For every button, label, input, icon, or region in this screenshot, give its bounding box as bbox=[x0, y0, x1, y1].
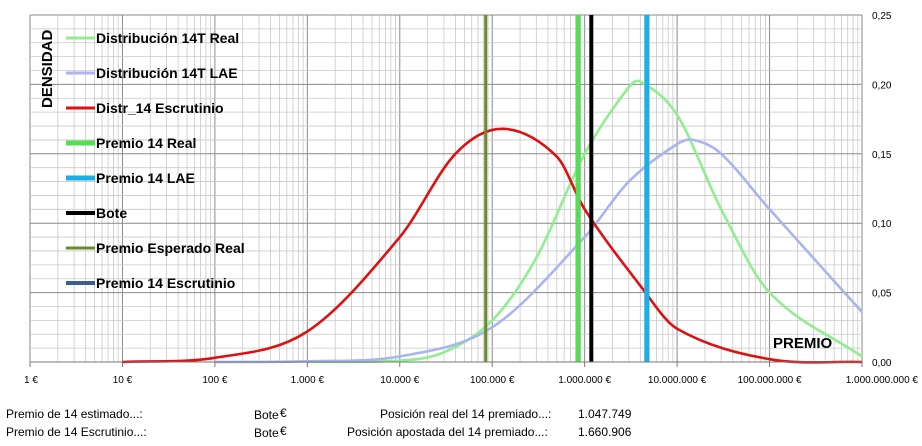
density-chart: 1 € 10 € 100 € 1.000 € 10.000 € 100.000 € 1.00… bbox=[0, 0, 922, 400]
footer-euro-1: € bbox=[280, 406, 287, 420]
x-tick-label: 1.000.000 € bbox=[558, 375, 611, 386]
series-line-2 bbox=[214, 138, 863, 364]
y-tick-label: 0,25 bbox=[872, 11, 892, 22]
x-axis-label: PREMIO bbox=[773, 335, 833, 352]
footer-posicion-real-label: Posición real del 14 premiado...: bbox=[380, 407, 552, 421]
x-tick-label: 10.000.000 € bbox=[648, 375, 707, 386]
x-tick-label: 100.000 € bbox=[470, 375, 515, 386]
legend-label: Distr_14 Escrutinio bbox=[96, 100, 224, 116]
footer-posicion-real-value: 1.047.749 bbox=[578, 407, 632, 421]
x-tick-label: 1.000.000.000 € bbox=[846, 375, 919, 386]
y-tick-label: 0,05 bbox=[872, 289, 892, 300]
x-tick-label: 10.000 € bbox=[380, 375, 419, 386]
y-tick-label: 0,00 bbox=[872, 358, 892, 369]
x-tick-label: 10 € bbox=[113, 375, 133, 386]
legend-label: Premio 14 Escrutinio bbox=[96, 275, 235, 291]
x-tick-label: 1.000 € bbox=[291, 375, 325, 386]
chart-legend: Distribución 14T Real Distribución 14T LA… bbox=[66, 30, 245, 291]
y-tick-label: 0,15 bbox=[872, 150, 892, 161]
legend-label: Bote bbox=[96, 205, 127, 221]
chart-grid bbox=[29, 14, 863, 363]
y-axis-label: DENSIDAD bbox=[39, 29, 56, 108]
footer-bote-label-1: Bote bbox=[254, 408, 279, 422]
chart-vertical-lines bbox=[484, 15, 650, 362]
chart-background bbox=[0, 0, 922, 400]
chart-series bbox=[122, 79, 863, 364]
series-line-3 bbox=[122, 127, 863, 364]
legend-label: Distribución 14T LAE bbox=[96, 65, 238, 81]
footer-bote-label-2: Bote bbox=[254, 426, 279, 440]
footer-posicion-apostada-label: Posición apostada del 14 premiado...: bbox=[347, 425, 548, 439]
x-tick-label: 100.000.000 € bbox=[738, 375, 802, 386]
legend-label: Premio 14 Real bbox=[96, 135, 196, 151]
y-tick-label: 0,10 bbox=[872, 219, 892, 230]
y-tick-label: 0,20 bbox=[872, 80, 892, 91]
chart-axes: 1 € 10 € 100 € 1.000 € 10.000 € 100.000 € 1.00… bbox=[24, 11, 918, 386]
x-tick-label: 1 € bbox=[24, 375, 38, 386]
legend-label: Premio 14 LAE bbox=[96, 170, 195, 186]
series-line-1 bbox=[307, 79, 863, 364]
legend-label: Premio Esperado Real bbox=[96, 240, 245, 256]
footer-posicion-apostada-value: 1.660.906 bbox=[578, 425, 632, 439]
legend-label: Distribución 14T Real bbox=[96, 30, 239, 46]
footer-escrutinio-label: Premio de 14 Escrutinio...: bbox=[6, 425, 147, 439]
footer-euro-2: € bbox=[280, 424, 287, 438]
x-tick-label: 100 € bbox=[202, 375, 227, 386]
footer-estimado-label: Premio de 14 estimado...: bbox=[6, 407, 143, 421]
